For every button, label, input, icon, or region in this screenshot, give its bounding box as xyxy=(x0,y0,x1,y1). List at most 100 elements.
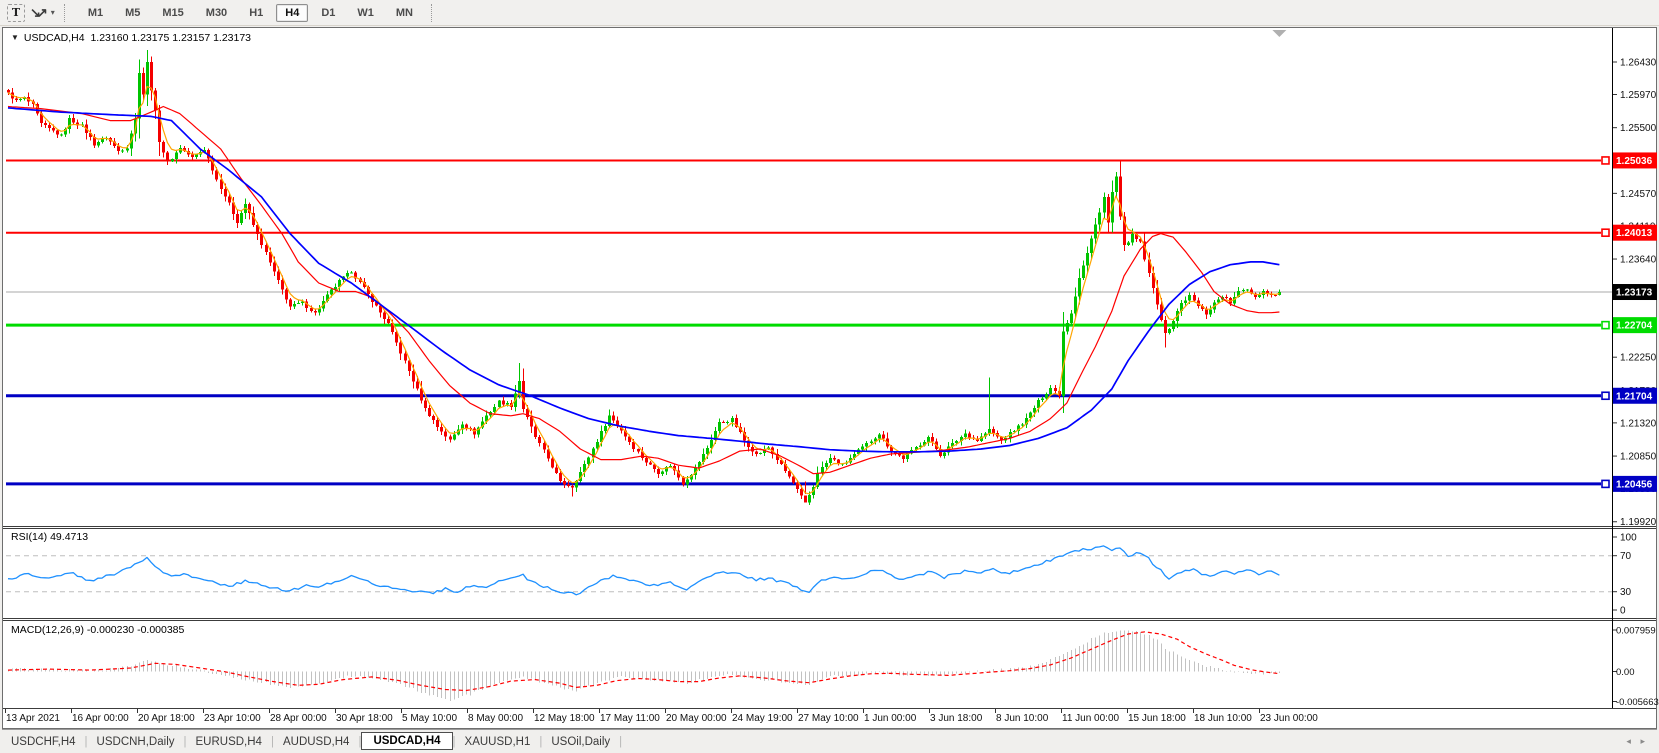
timeframe-m5-button[interactable]: M5 xyxy=(125,6,141,19)
horizontal-lines-layer[interactable] xyxy=(6,159,1601,486)
tab-separator: | xyxy=(358,735,362,748)
bottom-tab-usdcnh[interactable]: USDCNH,Daily xyxy=(96,735,175,748)
tab-separator: | xyxy=(452,735,456,748)
hline-1.21704-label-text: 1.21704 xyxy=(1616,391,1653,402)
tab-scroll-right-icon[interactable]: ▸ xyxy=(1640,736,1645,746)
hline-1.21704-label[interactable] xyxy=(1613,387,1657,404)
timeframe-m15-button[interactable]: M15 xyxy=(162,6,184,19)
price-tick-label: 1.22250 xyxy=(1620,353,1657,364)
price-tick-label: 1.19920 xyxy=(1620,517,1657,528)
ma-fast-orange-line xyxy=(7,85,1280,495)
timeframe-d1-button[interactable]: D1 xyxy=(321,6,336,19)
bottom-tab-eurusd[interactable]: EURUSD,H4 xyxy=(195,735,262,748)
tab-separator: | xyxy=(270,735,274,748)
time-tick-label: 23 Apr 10:00 xyxy=(204,713,261,724)
chart-tabs: USDCHF,H4 | USDCNH,Daily | EURUSD,H4 | AUDUSD,… xyxy=(2,731,623,751)
moving-averages xyxy=(7,85,1280,495)
macd-tick-label: 0.007959 xyxy=(1616,626,1656,637)
hline-nub-1.22704[interactable] xyxy=(1601,320,1610,330)
timeframe-h4-button[interactable]: H4 xyxy=(276,3,309,22)
ma-slow-blue-line xyxy=(7,107,1280,453)
collapse-arrow-icon[interactable]: ▼ xyxy=(11,33,19,42)
timeframe-h1-button[interactable]: H1 xyxy=(249,6,264,19)
tab-scroll-left-icon[interactable]: ◂ xyxy=(1626,736,1631,746)
hline-1.24013-label[interactable] xyxy=(1613,224,1657,241)
bottom-tab-audusd[interactable]: AUDUSD,H4 xyxy=(282,735,350,748)
hline-1.20456-label[interactable] xyxy=(1613,475,1657,492)
bottom-tab-usdcad[interactable]: USDCAD,H4 xyxy=(361,731,453,750)
time-axis[interactable]: 13 Apr 2021 16 Apr 00:00 20 Apr 18:00 23 Ap… xyxy=(5,709,1319,724)
chart-title: ▼ USDCAD,H4 1.23160 1.23175 1.23157 1.231… xyxy=(11,32,251,44)
time-tick-label: 8 Jun 10:00 xyxy=(996,713,1049,724)
bottom-tab-xauusd[interactable]: XAUUSD,H1 xyxy=(464,735,531,748)
hline-1.22704-label[interactable] xyxy=(1613,317,1657,334)
tab-separator: | xyxy=(539,735,543,748)
rsi-indicator-label: RSI(14) 49.4713 xyxy=(11,531,89,543)
chart-ohlc-quote: 1.23160 1.23175 1.23157 1.23173 xyxy=(90,32,252,44)
toolbar-grip-2[interactable] xyxy=(430,3,439,22)
macd-tick-label: -0.005663 xyxy=(1616,697,1659,708)
time-tick-label: 30 Apr 18:00 xyxy=(336,713,393,724)
current-price-label-text: 1.23173 xyxy=(1616,288,1653,299)
tab-separator: | xyxy=(183,735,187,748)
text-tool-icon: T xyxy=(7,3,25,22)
price-tick-label: 1.20850 xyxy=(1620,452,1657,463)
rsi-line xyxy=(7,545,1280,596)
hline-nub-1.20456[interactable] xyxy=(1601,479,1610,489)
bottom-tab-usdchf[interactable]: USDCHF,H4 xyxy=(11,735,76,748)
tab-separator: | xyxy=(619,735,623,748)
price-tick-label: 1.25970 xyxy=(1620,90,1657,101)
macd-indicator-label: MACD(12,26,9) -0.000230 -0.000385 xyxy=(11,624,185,636)
time-tick-label: 12 May 18:00 xyxy=(534,713,595,724)
hline-nub-1.21704[interactable] xyxy=(1601,391,1610,401)
time-tick-label: 1 Jun 00:00 xyxy=(864,713,917,724)
price-tick-label: 1.23640 xyxy=(1620,255,1657,266)
timeframe-w1-button[interactable]: W1 xyxy=(357,6,374,19)
macd-pane[interactable]: 0.007959 0.00 -0.005663 xyxy=(7,626,1659,708)
chart-tab-bar: USDCHF,H4 | USDCNH,Daily | EURUSD,H4 | AUDUSD,… xyxy=(2,729,1657,753)
timeframe-button-group: M1 M5 M15 M30 H1 H4 D1 W1 MN xyxy=(77,3,424,22)
time-tick-label: 16 Apr 00:00 xyxy=(72,713,129,724)
toolbar-grip[interactable] xyxy=(63,3,72,22)
hline-1.25036-label[interactable] xyxy=(1613,152,1657,169)
timeframe-m30-button[interactable]: M30 xyxy=(205,6,228,19)
rsi-tick-label: 70 xyxy=(1620,551,1632,562)
tab-scroll-arrows: ◂ ▸ xyxy=(1619,736,1645,747)
hline-1.22704-label-text: 1.22704 xyxy=(1616,321,1653,332)
time-tick-label: 23 Jun 00:00 xyxy=(1260,713,1318,724)
time-tick-label: 11 Jun 00:00 xyxy=(1062,713,1120,724)
current-price-label[interactable] xyxy=(1613,284,1657,301)
hline-nub-1.25036[interactable] xyxy=(1601,156,1610,165)
time-tick-label: 17 May 11:00 xyxy=(600,713,660,724)
time-tick-label: 28 Apr 00:00 xyxy=(270,713,327,724)
arrows-tool-button[interactable]: ↘↗ ▾ xyxy=(30,3,55,23)
timeframe-m1-button[interactable]: M1 xyxy=(87,6,104,19)
macd-signal-line xyxy=(7,631,1280,692)
rsi-tick-label: 30 xyxy=(1620,587,1632,598)
time-tick-label: 15 Jun 18:00 xyxy=(1128,713,1186,724)
timeframe-mn-button[interactable]: MN xyxy=(395,6,413,19)
chart-window-frame xyxy=(2,27,1657,729)
price-axis[interactable]: 1.264301.259701.255001.245701.241101.236… xyxy=(1601,58,1657,529)
macd-tick-label: 0.00 xyxy=(1616,667,1635,678)
time-tick-label: 20 May 00:00 xyxy=(666,713,727,724)
hline-1.25036-label-text: 1.25036 xyxy=(1616,156,1653,167)
price-tick-label: 1.25500 xyxy=(1620,123,1657,134)
chart-shift-marker-icon xyxy=(1272,30,1287,37)
bottom-tab-usoil[interactable]: USOil,Daily xyxy=(551,735,611,748)
time-tick-label: 18 Jun 10:00 xyxy=(1194,713,1252,724)
price-tick-label: 1.21320 xyxy=(1620,418,1657,429)
hline-1.20456-label-text: 1.20456 xyxy=(1616,479,1653,490)
time-tick-label: 27 May 10:00 xyxy=(798,713,859,724)
time-tick-label: 24 May 19:00 xyxy=(732,713,793,724)
arrows-icon: ↘↗ xyxy=(30,4,48,20)
text-label-tool-button[interactable]: T xyxy=(6,3,26,23)
rsi-tick-label: 100 xyxy=(1620,533,1637,544)
tab-separator: | xyxy=(84,735,88,748)
chevron-down-icon: ▾ xyxy=(50,8,55,17)
pane-borders xyxy=(3,28,1656,709)
price-tick-label: 1.24570 xyxy=(1620,189,1657,200)
hline-nub-1.24013[interactable] xyxy=(1601,228,1610,237)
